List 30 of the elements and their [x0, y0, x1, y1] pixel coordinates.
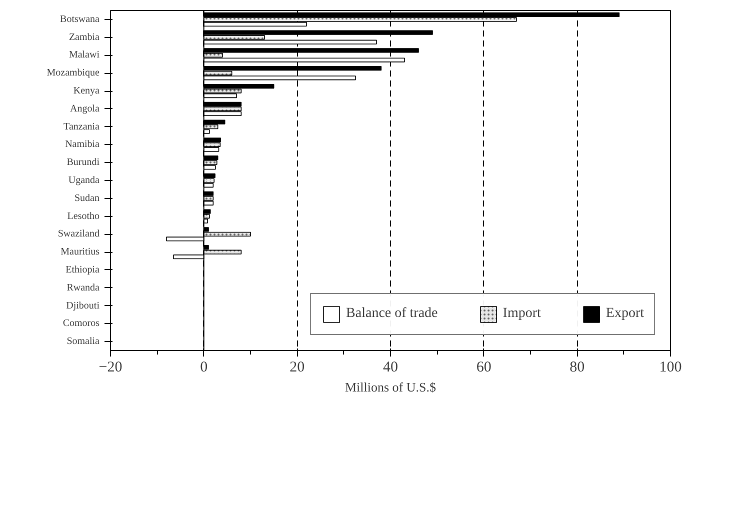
- y-tick-label: Mauritius: [60, 246, 100, 258]
- y-tick-label: Rwanda: [66, 282, 100, 294]
- legend-label: Export: [606, 306, 644, 322]
- y-tick-label: Botswana: [60, 14, 100, 25]
- y-tick-label: Comoros: [62, 318, 100, 330]
- x-axis-title: Millions of U.S.$: [344, 380, 437, 394]
- x-tick-label: 0: [200, 360, 208, 376]
- y-tick-label: Somalia: [66, 336, 100, 348]
- y-tick-label: Mozambique: [46, 68, 100, 79]
- y-tick-label: Lesotho: [67, 210, 100, 222]
- x-tick-label: 40: [383, 360, 398, 376]
- y-tick-label: Kenya: [73, 86, 100, 97]
- legend-label: Balance of trade: [346, 306, 438, 322]
- y-tick-label: Uganda: [68, 175, 100, 186]
- x-tick-label: 100: [659, 360, 682, 376]
- y-tick-label: Malawi: [68, 50, 100, 61]
- x-tick-label: 20: [290, 360, 305, 376]
- y-tick-label: Djibouti: [66, 300, 100, 312]
- y-tick-label: Swaziland: [58, 228, 100, 240]
- y-tick-label: Ethiopia: [66, 264, 100, 276]
- y-tick-label: Sudan: [74, 192, 100, 204]
- legend-label: Import: [502, 306, 541, 322]
- x-tick-label: −20: [98, 360, 122, 376]
- y-tick-label: Burundi: [66, 157, 100, 168]
- x-tick-label: 80: [570, 360, 585, 376]
- y-tick-label: Tanzania: [64, 121, 100, 132]
- y-tick-label: Angola: [70, 103, 100, 114]
- y-tick-label: Zambia: [68, 32, 100, 43]
- x-tick-label: 60: [476, 360, 492, 376]
- y-tick-label: Namibia: [65, 139, 100, 150]
